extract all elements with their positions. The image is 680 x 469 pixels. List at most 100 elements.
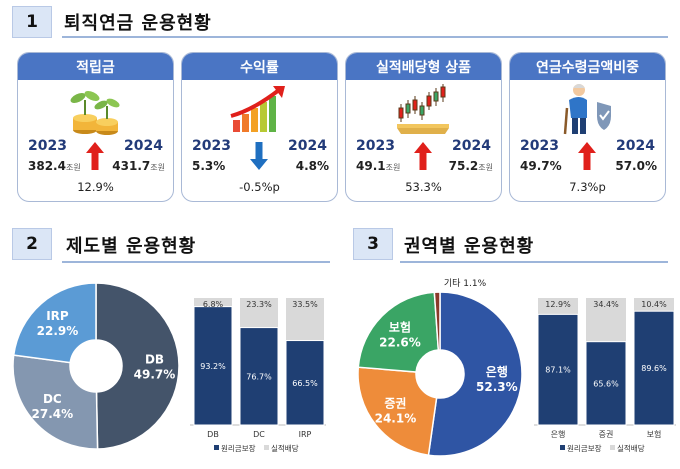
donut-slice-DB [95,282,180,450]
bar-segment-원리금보장-DB [193,306,233,426]
slice-value-보험: 22.6% [379,335,421,349]
x-tick-label-증권: 증권 [599,429,614,439]
bar-label-top-IRP: 33.5% [292,300,318,309]
x-tick-label-은행: 은행 [551,429,566,439]
bar-segment-실적배당-은행 [538,298,578,315]
year-2023: 2023 [28,138,67,154]
bar-segment-실적배당-보험 [634,298,674,312]
donut-slice-증권 [357,366,438,457]
legend-swatch-원리금보장 [214,445,219,450]
bar-segment-원리금보장-DC [239,327,279,426]
bar-segment-실적배당-증권 [586,298,626,342]
slice-label-IRP: IRP [46,309,69,323]
up-arrow-icon [86,142,104,174]
bar-segment-원리금보장-증권 [585,341,627,426]
slice-value-은행: 52.3% [476,380,518,394]
value-2024: 75.2조원 [448,159,493,173]
section-title-1: 퇴직연금 운용현황 [64,13,212,34]
year-2023: 2023 [520,138,559,154]
legend-swatch-실적배당 [264,445,269,450]
legend-swatch-원리금보장 [560,445,565,450]
slice-value-DC: 27.4% [32,407,74,421]
year-2023: 2023 [356,138,395,154]
section-rule-2 [62,261,330,263]
card-title: 수익률 [182,53,337,80]
stacked-bar-chart-plan: 6.8% 93.2% DB 23.3% 76.7% DC 33.5% 66.5% IRP 원리금보… [190,298,326,453]
donut-slice-기타 [433,291,441,351]
down-arrow-icon [250,142,268,174]
card-title: 적립금 [18,53,173,80]
elderly-person-shield-icon [555,82,620,136]
change-value: 53.3% [405,180,442,194]
card-reserve: 적립금 2023 2024 382.4조원 431.7조원 [17,52,174,202]
x-tick-label-DC: DC [253,430,265,439]
section-number-2: 2 [12,228,52,260]
card-return-rate: 수익률 2023 2024 5.3% 4.8% -0.5%p [181,52,338,202]
bar-label-bottom-DC: 76.7% [246,372,272,381]
bar-label-top-DC: 23.3% [246,300,272,309]
year-2023: 2023 [192,138,231,154]
bar-label-bottom-증권: 65.6% [593,379,619,388]
value-2023: 382.4조원 [28,159,81,173]
section-title-2: 제도별 운용현황 [66,236,197,257]
year-2024: 2024 [452,138,491,154]
bar-label-top-은행: 12.9% [545,300,571,309]
donut-slice-보험 [357,291,440,373]
x-tick-label-DB: DB [207,430,219,439]
change-value: 12.9% [77,180,114,194]
card-annuity-ratio: 연금수령금액비중 2023 2024 49.7% 57.0% 7.3%p [509,52,666,202]
value-2023: 49.7% [520,159,562,173]
card-performance-products: 실적배당형 상품 2023 2024 49.1조원 7 [345,52,502,202]
x-tick-label-IRP: IRP [299,430,312,439]
value-2023: 49.1조원 [356,159,401,173]
legend-label-원리금보장: 원리금보장 [221,443,256,453]
change-value: -0.5%p [239,180,280,194]
legend-label-실적배당: 실적배당 [271,443,299,453]
bar-label-top-증권: 34.4% [593,300,619,309]
bar-segment-원리금보장-은행 [537,313,579,426]
donut-slice-IRP [12,282,97,364]
card-title: 실적배당형 상품 [346,53,501,80]
bar-segment-실적배당-DC [240,298,278,328]
card-title: 연금수령금액비중 [510,53,665,80]
slice-label-DB: DB [145,352,164,366]
bar-segment-원리금보장-보험 [633,310,675,426]
value-2024: 57.0% [615,159,657,173]
bar-label-bottom-IRP: 66.5% [292,379,318,388]
bar-segment-실적배당-DB [194,298,232,307]
bar-label-bottom-은행: 87.1% [545,366,571,375]
year-2024: 2024 [616,138,655,154]
slice-label-기타: 기타 1.1% [444,278,487,289]
legend-label-원리금보장: 원리금보장 [567,443,602,453]
bar-segment-원리금보장-IRP [285,340,325,426]
coin-stack-sprout-icon [63,82,128,136]
bar-label-bottom-보험: 89.6% [641,364,667,373]
section-number-3: 3 [353,228,393,260]
slice-label-증권: 증권 [384,397,406,411]
slice-value-증권: 24.1% [375,412,417,426]
growth-bar-chart-icon [227,82,292,136]
candlestick-chart-icon [391,82,456,136]
year-2024: 2024 [288,138,327,154]
donut-slice-은행 [427,291,523,457]
bar-segment-실적배당-IRP [286,298,324,341]
slice-label-DC: DC [43,392,62,406]
stacked-bar-chart-sector: 12.9% 87.1% 은행 34.4% 65.6% 증권 10.4% 89.6% 보험원리금보… [534,298,676,453]
value-2024: 4.8% [295,159,329,173]
slice-label-은행: 은행 [486,364,508,379]
up-arrow-icon [578,142,596,174]
up-arrow-icon [414,142,432,174]
section-rule-3 [400,261,668,263]
slice-value-DB: 49.7% [134,367,176,381]
value-2024: 431.7조원 [112,159,165,173]
slice-label-보험: 보험 [389,319,411,334]
section-title-3: 권역별 운용현황 [404,236,535,257]
section-number-1: 1 [12,6,52,38]
value-2023: 5.3% [192,159,226,173]
change-value: 7.3%p [569,180,606,194]
donut-slice-DC [12,354,99,450]
bar-label-top-보험: 10.4% [641,300,667,309]
x-tick-label-보험: 보험 [647,430,662,439]
